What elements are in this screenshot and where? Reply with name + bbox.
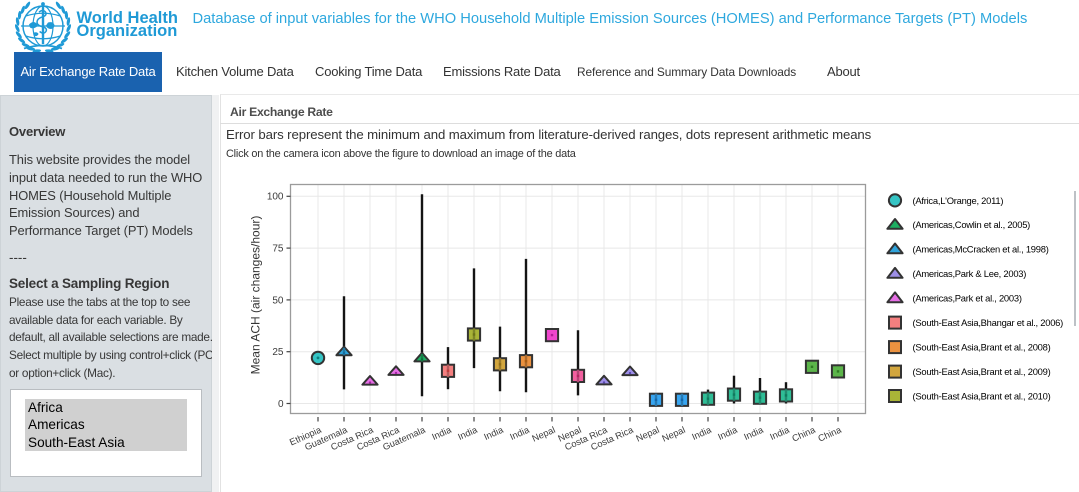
svg-text:(South-East Asia,Bhangar et al: (South-East Asia,Bhangar et al., 2006) <box>913 317 1064 328</box>
svg-text:(Americas,Park & Lee, 2003): (Americas,Park & Lee, 2003) <box>913 268 1027 279</box>
svg-text:100: 100 <box>267 192 284 203</box>
svg-text:0: 0 <box>278 399 284 410</box>
svg-text:75: 75 <box>272 244 284 255</box>
svg-text:50: 50 <box>272 295 284 306</box>
svg-text:(South-East Asia,Brant et al.,: (South-East Asia,Brant et al., 2008) <box>913 342 1051 353</box>
svg-text:(Africa,L'Orange, 2011): (Africa,L'Orange, 2011) <box>913 195 1004 206</box>
svg-text:China: China <box>791 424 818 443</box>
svg-text:(Americas,Cowlin et al., 2005): (Americas,Cowlin et al., 2005) <box>913 219 1031 230</box>
svg-text:India: India <box>716 424 739 442</box>
svg-text:(Americas,Park et al., 2003): (Americas,Park et al., 2003) <box>913 293 1022 304</box>
svg-text:India: India <box>430 424 453 442</box>
svg-text:(South-East Asia,Brant et al.,: (South-East Asia,Brant et al., 2009) <box>913 366 1051 377</box>
svg-text:India: India <box>690 424 713 442</box>
svg-text:(South-East Asia,Brant et al.,: (South-East Asia,Brant et al., 2010) <box>913 390 1051 401</box>
svg-text:India: India <box>768 424 791 442</box>
svg-text:Mean ACH (air changes/hour): Mean ACH (air changes/hour) <box>249 216 263 375</box>
svg-text:25: 25 <box>272 347 284 358</box>
svg-text:Nepal: Nepal <box>635 425 661 444</box>
svg-text:India: India <box>482 424 505 442</box>
svg-text:China: China <box>817 424 844 443</box>
svg-text:India: India <box>508 424 531 442</box>
svg-text:Nepal: Nepal <box>661 425 687 444</box>
svg-text:Nepal: Nepal <box>531 425 557 444</box>
svg-text:India: India <box>456 424 479 442</box>
svg-text:India: India <box>742 424 765 442</box>
svg-text:(Americas,McCracken et al., 19: (Americas,McCracken et al., 1998) <box>913 244 1049 255</box>
